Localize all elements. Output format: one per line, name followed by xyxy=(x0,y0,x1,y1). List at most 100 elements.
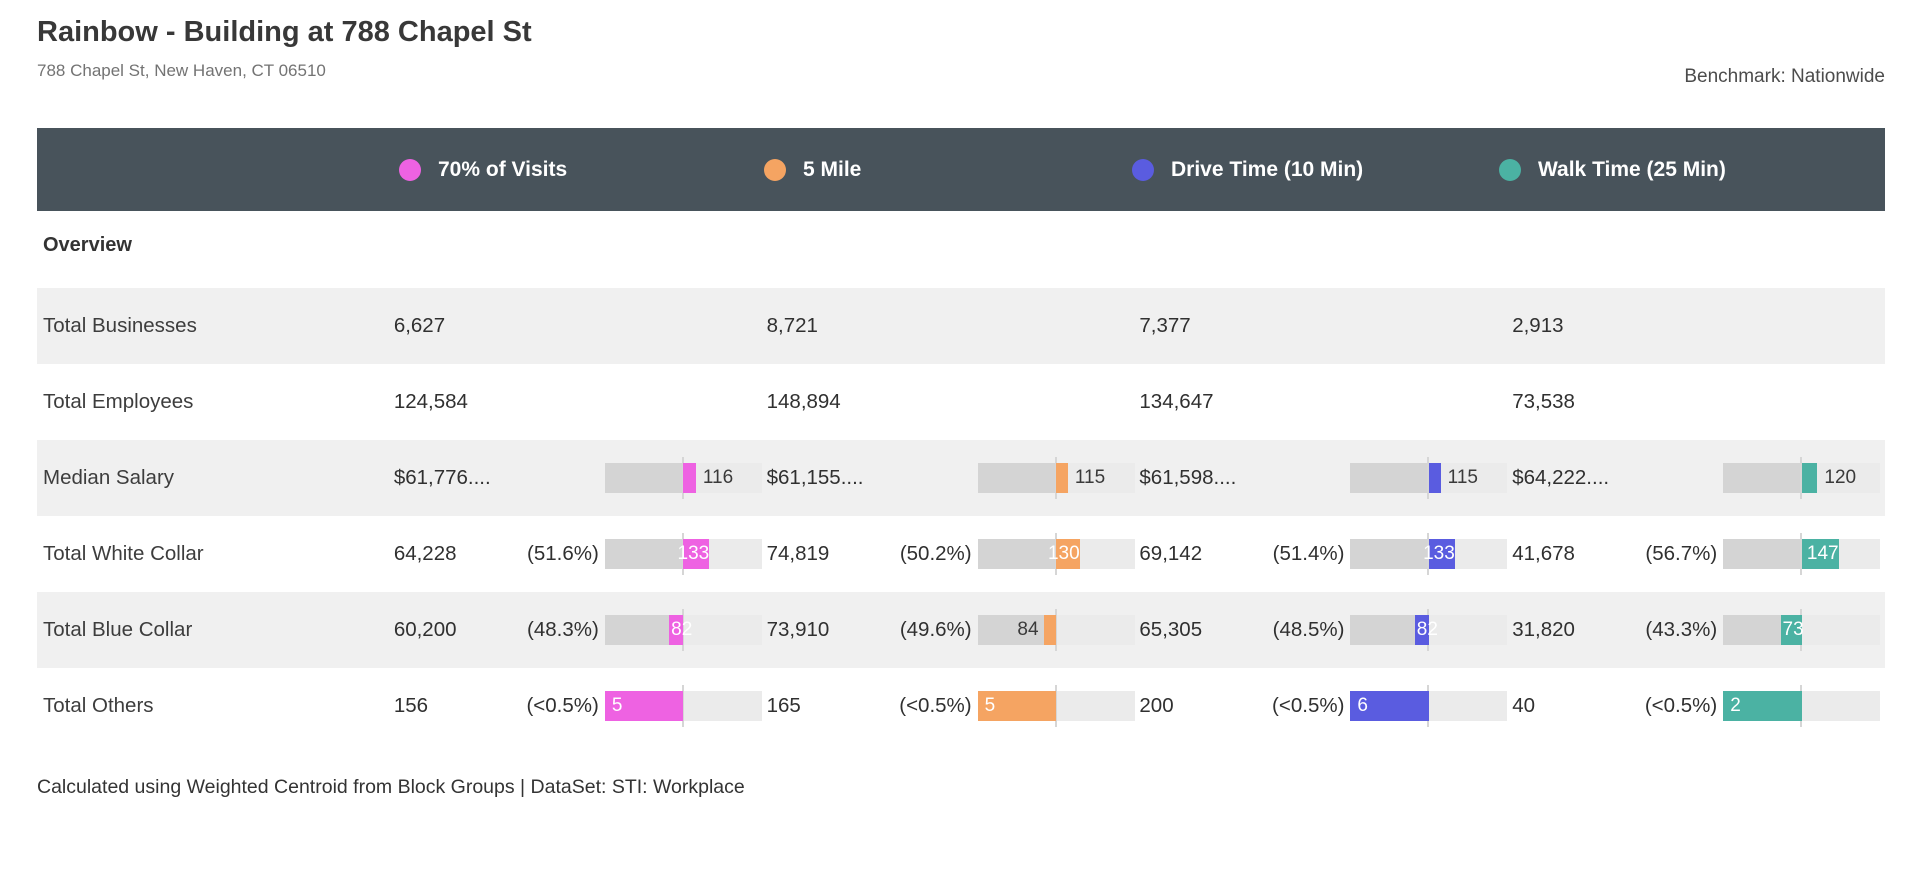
cell-percent: (<0.5%) xyxy=(526,694,599,717)
benchmark-bar: 133 xyxy=(604,533,762,575)
table-row: Median Salary $61,776.... 116 $61,155.... 11… xyxy=(37,440,1885,516)
legend-item: Walk Time (25 Min) xyxy=(1499,128,1726,211)
benchmark-bar: 116 xyxy=(604,457,762,499)
bar-marker xyxy=(1043,615,1057,645)
cell-value: 41,678 xyxy=(1512,542,1575,565)
cell-value: 134,647 xyxy=(1139,390,1214,413)
cell-percent: (51.6%) xyxy=(527,542,599,565)
bar-marker xyxy=(1801,539,1839,569)
table-cell: 74,819 (50.2%) 130 xyxy=(767,516,1140,592)
benchmark-tick xyxy=(1800,533,1803,575)
bar-fill xyxy=(1350,463,1429,493)
cell-value: 7,377 xyxy=(1139,314,1191,337)
row-label: Total Employees xyxy=(43,390,194,413)
legend-item: Drive Time (10 Min) xyxy=(1132,128,1363,211)
table-cell: 134,647 xyxy=(1139,364,1512,440)
bar-index-label: 82 xyxy=(1416,619,1438,640)
benchmark-bar: 147 xyxy=(1723,533,1881,575)
bar-marker xyxy=(1350,691,1429,721)
bar-index-label: 5 xyxy=(611,695,623,716)
table-cell: $61,155.... 115 xyxy=(767,440,1140,516)
cell-percent: (48.5%) xyxy=(1272,618,1345,641)
cell-value: 2,913 xyxy=(1512,314,1564,337)
table-cell: $61,598.... 115 xyxy=(1139,440,1512,516)
footer-note: Calculated using Weighted Centroid from … xyxy=(37,776,745,798)
bar-marker xyxy=(669,615,684,645)
bar-index-label: 130 xyxy=(1047,543,1080,564)
cell-value: 156 xyxy=(393,694,429,717)
cell-value: $64,222.... xyxy=(1512,466,1610,489)
table-cell: 2,913 xyxy=(1512,288,1885,364)
benchmark-bar: 115 xyxy=(977,457,1135,499)
row-label: Total Businesses xyxy=(43,314,197,337)
bar-index-label: 147 xyxy=(1806,543,1839,564)
benchmark-bar: 2 xyxy=(1723,685,1881,727)
legend-item-label: Walk Time (25 Min) xyxy=(1538,157,1726,181)
bar-fill xyxy=(1723,463,1802,493)
benchmark-tick xyxy=(1054,457,1057,499)
benchmark-bar: 133 xyxy=(1350,533,1508,575)
legend-dot-icon xyxy=(1132,158,1154,181)
table-row: Total Others 156 (<0.5%) 5 165 (<0.5%) 5 200 (<0… xyxy=(37,668,1885,744)
table-row: Total Businesses 6,627 8,721 7,377 2,913 xyxy=(37,288,1885,364)
bar-marker xyxy=(1428,539,1455,569)
bar-index-label: 120 xyxy=(1824,467,1857,488)
table-cell: 73,910 (49.6%) 84 xyxy=(767,592,1140,668)
benchmark-bar: 73 xyxy=(1723,609,1881,651)
table-cell: 200 (<0.5%) 6 xyxy=(1139,668,1512,744)
bar-marker xyxy=(1414,615,1429,645)
benchmark-bar: 5 xyxy=(604,685,762,727)
bar-index-label: 5 xyxy=(984,695,996,716)
bar-index-label: 73 xyxy=(1782,619,1804,640)
benchmark-bar: 120 xyxy=(1723,457,1881,499)
bar-index-label: 2 xyxy=(1730,695,1741,716)
cell-value: 69,142 xyxy=(1139,542,1203,565)
cell-percent: (50.2%) xyxy=(899,542,972,565)
bar-fill xyxy=(1723,539,1802,569)
table-cell: 31,820 (43.3%) 73 xyxy=(1512,592,1885,668)
cell-value: $61,598.... xyxy=(1139,466,1237,489)
table-cell: $64,222.... 120 xyxy=(1512,440,1885,516)
cell-value: 65,305 xyxy=(1139,618,1203,641)
cell-percent: (43.3%) xyxy=(1645,618,1718,641)
bar-index-label: 133 xyxy=(1423,543,1455,564)
bar-marker xyxy=(683,539,710,569)
bar-fill xyxy=(1350,539,1429,569)
bar-index-label: 84 xyxy=(1017,619,1039,640)
legend-item-label: 70% of Visits xyxy=(438,157,568,181)
cell-value: $61,776.... xyxy=(393,466,491,489)
overview-table: Total Businesses 6,627 8,721 7,377 2,913 Tota… xyxy=(37,288,1885,744)
legend-item: 70% of Visits xyxy=(399,128,567,211)
table-row: Total White Collar 64,228 (51.6%) 133 74,819… xyxy=(37,516,1885,592)
bar-marker xyxy=(683,463,696,493)
cell-value: 148,894 xyxy=(766,390,841,413)
bar-fill xyxy=(604,539,684,569)
bar-index-label: 82 xyxy=(671,619,693,640)
section-title: Overview xyxy=(43,234,132,256)
benchmark-tick xyxy=(1054,533,1057,575)
table-cell: 8,721 xyxy=(767,288,1140,364)
legend-dot-icon xyxy=(399,158,421,181)
cell-value: 200 xyxy=(1139,694,1174,717)
bar-marker xyxy=(1428,463,1441,493)
bar-fill xyxy=(604,463,684,493)
bar-fill xyxy=(977,463,1057,493)
bar-marker xyxy=(1056,539,1080,569)
table-cell: 65,305 (48.5%) 82 xyxy=(1139,592,1512,668)
cell-percent: (49.6%) xyxy=(899,618,972,641)
legend-item-label: Drive Time (10 Min) xyxy=(1171,157,1364,181)
table-cell: $61,776.... 116 xyxy=(394,440,767,516)
cell-value: 74,819 xyxy=(766,542,830,565)
cell-percent: (56.7%) xyxy=(1645,542,1718,565)
legend-bar: 70% of Visits 5 Mile Drive Time (10 Min) Wa… xyxy=(37,128,1885,211)
benchmark-bar: 130 xyxy=(977,533,1135,575)
table-cell: 40 (<0.5%) 2 xyxy=(1512,668,1885,744)
table-row: Total Blue Collar 60,200 (48.3%) 82 73,910 (4… xyxy=(37,592,1885,668)
bar-marker xyxy=(1056,463,1068,493)
table-cell: 69,142 (51.4%) 133 xyxy=(1139,516,1512,592)
bar-marker xyxy=(977,691,1057,721)
bar-marker xyxy=(604,691,684,721)
cell-percent: (<0.5%) xyxy=(1644,694,1718,717)
table-cell: 6,627 xyxy=(394,288,767,364)
